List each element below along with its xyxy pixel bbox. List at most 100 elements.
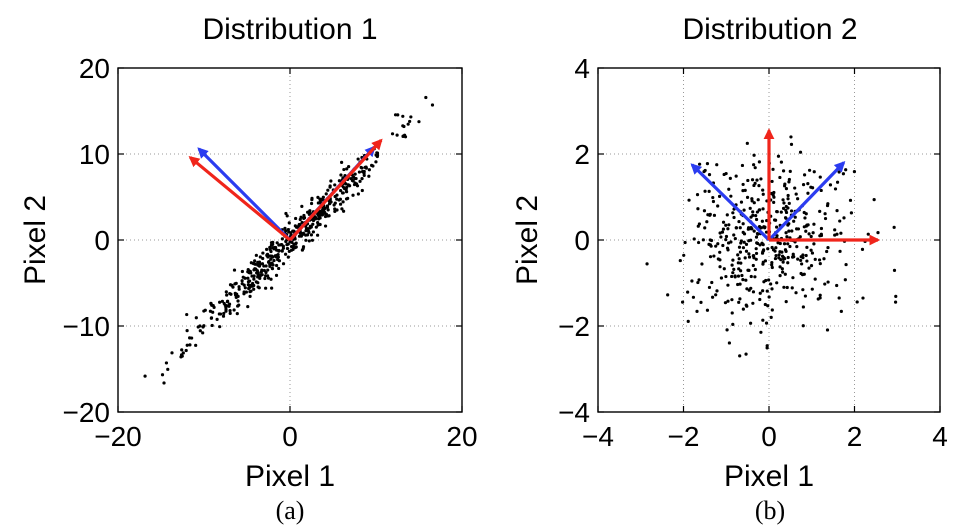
scatter-point [184, 348, 188, 353]
scatter-point [778, 250, 782, 254]
scatter-point [893, 300, 898, 304]
scatter-point [811, 231, 815, 235]
scatter-point [828, 183, 833, 187]
scatter-point [741, 182, 745, 187]
scatter-point [724, 223, 728, 227]
panel-distribution-1: Distribution 1 −20 0 20 −20 −10 0 10 20 Pixel 1… [19, 13, 478, 525]
scatter-point [754, 235, 759, 239]
scatter-point [310, 196, 314, 200]
scatter-point [360, 166, 364, 170]
scatter-point [738, 250, 743, 254]
x-axis-label: Pixel 1 [724, 460, 814, 493]
scatter-point [294, 216, 298, 221]
scatter-point [742, 208, 746, 212]
scatter-point [741, 222, 745, 226]
scatter-point [778, 241, 782, 246]
scatter-point [748, 206, 752, 210]
scatter-point [736, 282, 740, 287]
blue-arrow [767, 161, 846, 242]
scatter-point [788, 244, 792, 249]
scatter-point [424, 95, 428, 100]
scatter-point [783, 248, 788, 252]
scatter-point [268, 247, 272, 252]
scatter-point [812, 242, 816, 246]
scatter-point [275, 241, 279, 245]
scatter-point [678, 258, 682, 263]
scatter-point [360, 169, 365, 174]
scatter-point [185, 329, 189, 333]
scatter-point [780, 267, 784, 271]
x-tick-label: 0 [761, 421, 777, 452]
scatter-point [807, 168, 812, 172]
scatter-point [752, 153, 756, 157]
scatter-point [796, 197, 800, 201]
scatter-point [838, 219, 842, 223]
scatter-point [784, 216, 788, 220]
scatter-point [740, 163, 745, 168]
scatter-point [272, 258, 276, 263]
scatter-point [740, 273, 744, 278]
scatter-point [781, 260, 785, 264]
scatter-point [235, 292, 239, 296]
scatter-point [779, 210, 783, 214]
scatter-point [325, 205, 330, 209]
scatter-point [726, 283, 730, 287]
scatter-point [256, 285, 260, 289]
scatter-points [645, 135, 898, 358]
scatter-point [218, 300, 222, 304]
scatter-point [299, 234, 303, 238]
scatter-point [812, 170, 816, 174]
y-tick-label: −20 [63, 397, 111, 428]
scatter-point [289, 248, 294, 252]
scatter-point [759, 177, 763, 181]
scatter-point [811, 186, 815, 190]
scatter-point [724, 274, 728, 279]
scatter-point [254, 253, 258, 257]
scatter-point [355, 184, 360, 188]
basis-arrows [690, 128, 881, 246]
scatter-point [277, 259, 282, 263]
scatter-point [302, 213, 306, 218]
scatter-point [852, 170, 857, 174]
scatter-point [285, 246, 290, 251]
scatter-point [801, 182, 806, 187]
scatter-point [790, 229, 794, 233]
scatter-point [687, 198, 691, 202]
scatter-point [800, 273, 805, 277]
scatter-point [817, 258, 822, 262]
scatter-point [309, 201, 314, 206]
scatter-point [804, 229, 808, 233]
scatter-point [250, 284, 254, 288]
scatter-point [261, 251, 265, 255]
scatter-point [335, 193, 339, 197]
scatter-point [260, 262, 265, 266]
blue-arrow [197, 147, 292, 242]
scatter-point [309, 225, 313, 229]
scatter-point [328, 184, 332, 188]
scatter-point [835, 232, 839, 236]
scatter-point [756, 241, 760, 246]
scatter-point [179, 355, 183, 359]
scatter-point [190, 336, 194, 340]
scatter-point [265, 253, 269, 257]
scatter-point [749, 274, 753, 279]
scatter-point [800, 262, 804, 266]
scatter-point [761, 192, 765, 196]
scatter-point [818, 262, 822, 266]
scatter-point [707, 242, 711, 246]
scatter-point [226, 299, 230, 303]
scatter-point [307, 239, 311, 243]
scatter-point [225, 293, 229, 297]
scatter-point [294, 242, 298, 246]
scatter-point [323, 224, 328, 228]
scatter-point [771, 167, 775, 171]
scatter-point [775, 210, 779, 214]
scatter-point [277, 266, 281, 271]
scatter-point [747, 255, 752, 259]
scatter-point [784, 186, 789, 191]
scatter-point [749, 321, 753, 325]
scatter-point [737, 257, 741, 261]
scatter-point [725, 246, 730, 250]
scatter-point [256, 273, 260, 277]
scatter-point [741, 230, 745, 234]
